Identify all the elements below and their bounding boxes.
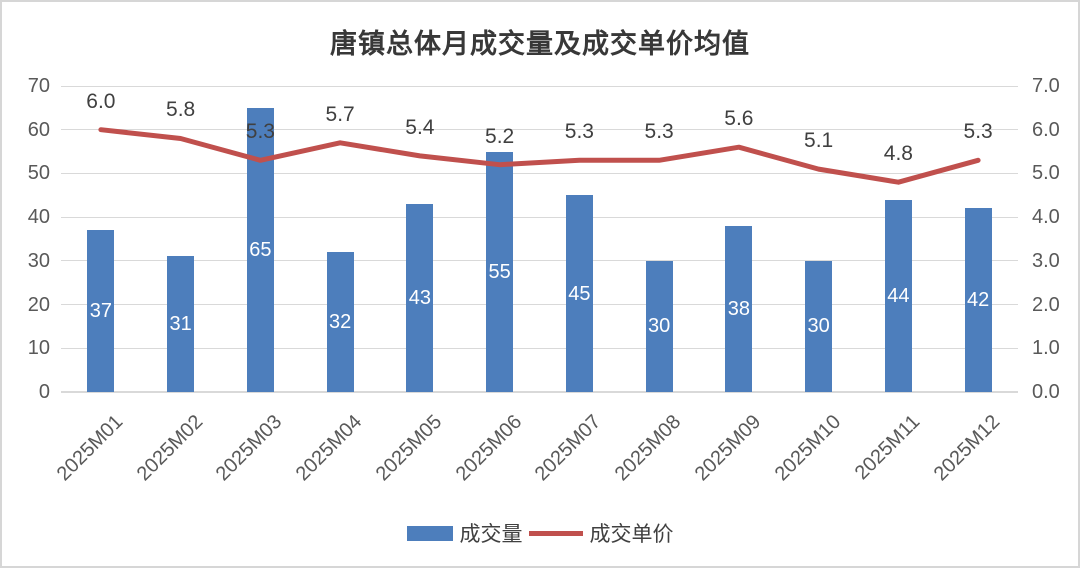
chart-title: 唐镇总体月成交量及成交单价均值 [330, 29, 750, 60]
left-axis-tick-label: 20 [27, 293, 50, 316]
right-axis-tick-label: 2.0 [1032, 293, 1060, 316]
legend-item-volume[interactable]: 成交量 [406, 518, 523, 548]
volume-bar-label: 45 [568, 282, 591, 305]
left-axis-tick-label: 30 [27, 249, 50, 272]
volume-bar-label: 30 [648, 315, 671, 338]
price-point-label: 5.3 [644, 120, 674, 144]
right-axis-tick-label: 5.0 [1032, 162, 1060, 185]
price-point-label: 6.0 [86, 89, 116, 113]
left-axis-tick-label: 50 [27, 162, 50, 185]
volume-bar-2025M12[interactable] [964, 208, 992, 392]
legend-label-price: 成交单价 [589, 523, 674, 546]
volume-bar-label: 42 [967, 289, 990, 312]
left-axis-tick-label: 0 [38, 381, 50, 403]
volume-bar-2025M11[interactable] [884, 199, 912, 392]
volume-bar-2025M10[interactable] [805, 260, 833, 392]
price-point-label: 5.3 [963, 120, 993, 144]
legend-label-volume: 成交量 [459, 523, 523, 546]
volume-swatch-icon [406, 525, 453, 541]
price-point-label: 5.1 [804, 129, 834, 153]
right-axis-tick-label: 4.0 [1032, 206, 1060, 229]
gridline [61, 304, 1018, 306]
price-point-label: 5.7 [325, 102, 355, 126]
volume-bar-label: 30 [807, 315, 830, 338]
gridline [61, 216, 1018, 218]
volume-bar-label: 43 [408, 287, 431, 309]
right-axis-tick-label: 1.0 [1032, 337, 1060, 360]
price-line[interactable] [98, 127, 981, 185]
gridline [61, 172, 1018, 174]
volume-bar-label: 31 [169, 313, 192, 336]
right-axis-tick-label: 7.0 [1032, 75, 1060, 97]
price-point-label: 5.2 [485, 124, 515, 148]
gridline [61, 391, 1018, 393]
left-axis-tick-label: 10 [27, 337, 50, 360]
gridline [61, 129, 1018, 131]
volume-bar-label: 32 [329, 311, 352, 334]
volume-bar-label: 38 [727, 297, 750, 320]
price-point-label: 5.8 [166, 98, 196, 122]
price-point-label: 5.3 [564, 120, 594, 144]
price-point-label: 5.4 [405, 115, 435, 139]
left-axis-tick-label: 60 [27, 118, 50, 141]
volume-bar-2025M07[interactable] [565, 195, 593, 392]
volume-bar-2025M05[interactable] [406, 204, 434, 392]
right-axis-tick-label: 6.0 [1032, 118, 1060, 141]
gridline [61, 347, 1018, 349]
volume-bar-2025M06[interactable] [486, 151, 514, 392]
volume-bar-2025M01[interactable] [87, 230, 115, 392]
price-point-label: 4.8 [883, 142, 913, 166]
right-axis-tick-label: 0.0 [1032, 381, 1060, 403]
volume-bar-2025M02[interactable] [167, 256, 195, 392]
price-point-label: 5.6 [724, 107, 754, 131]
volume-bar-label: 65 [249, 238, 272, 261]
volume-bar-label: 44 [887, 284, 910, 307]
volume-bar-label: 37 [89, 300, 112, 323]
gridline [61, 260, 1018, 262]
gridline [61, 85, 1018, 87]
legend: 成交量 成交单价 [2, 518, 1078, 548]
left-axis-tick-label: 40 [27, 206, 50, 229]
price-swatch-icon [528, 530, 583, 536]
volume-bar-2025M09[interactable] [725, 225, 753, 392]
right-axis-tick-label: 3.0 [1032, 249, 1060, 272]
volume-bar-2025M08[interactable] [645, 260, 673, 392]
volume-bar-2025M04[interactable] [326, 252, 354, 392]
volume-bar-2025M03[interactable] [246, 107, 274, 392]
price-point-label: 5.3 [245, 120, 275, 144]
legend-item-price[interactable]: 成交单价 [528, 518, 674, 548]
left-axis-tick-label: 70 [27, 75, 50, 97]
volume-bar-label: 55 [488, 260, 511, 283]
